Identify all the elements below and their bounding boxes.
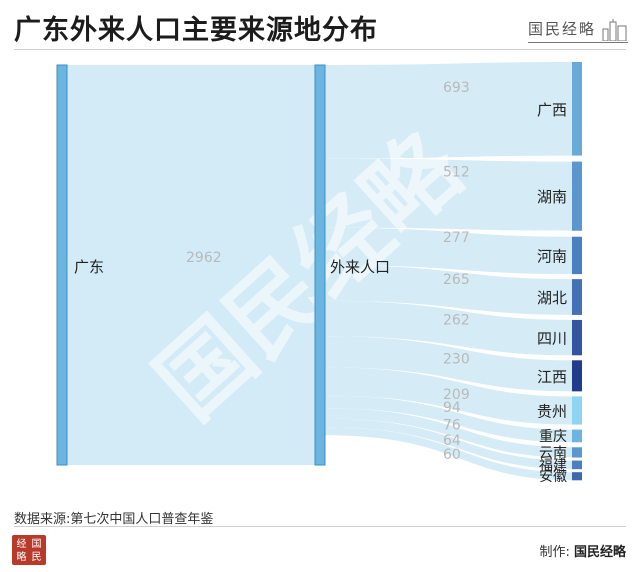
node-label: 四川 (537, 330, 567, 348)
brand-text: 国民经略 (528, 20, 597, 38)
node-layer (56, 62, 582, 481)
logo-char: 国 (31, 539, 42, 550)
node-bar-target (572, 396, 582, 425)
flow-band (325, 427, 572, 481)
logo-char: 民 (31, 552, 42, 563)
node-bar-target (572, 236, 582, 275)
node-label: 安徽 (539, 469, 567, 485)
credit-name: 国民经略 (573, 545, 626, 560)
link-value-label: 230 (443, 352, 470, 368)
node-label: 广西 (537, 101, 567, 119)
header-divider (14, 49, 626, 50)
page-title: 广东外来人口主要来源地分布 (14, 15, 378, 46)
logo-char: 经 (16, 539, 27, 550)
link-value-label: 60 (443, 447, 461, 463)
flow-band (325, 408, 572, 458)
flow-band (325, 395, 572, 443)
link-value-label: 94 (443, 400, 461, 416)
node-label: 湖南 (537, 188, 567, 206)
node-bar-target (572, 319, 582, 356)
node-label: 广东 (74, 258, 104, 276)
city-skyline-icon (602, 19, 627, 41)
link-layer (67, 62, 572, 481)
node-bar-target (572, 360, 582, 392)
flow-band (325, 418, 572, 470)
node-bar-total (314, 64, 326, 466)
logo-char: 略 (16, 552, 27, 563)
link-value-label: 693 (443, 80, 470, 96)
link-value-label: 262 (443, 313, 470, 329)
link-value-label: 64 (443, 433, 461, 449)
node-label: 江西 (537, 368, 567, 386)
footer-divider (14, 526, 626, 527)
link-value-label: 277 (443, 230, 470, 246)
flow-band (325, 62, 572, 159)
node-label: 云南 (539, 445, 567, 461)
flow-band (325, 265, 572, 315)
node-label: 湖北 (537, 289, 567, 307)
node-label: 河南 (537, 247, 567, 265)
flow-source-to-total (67, 65, 315, 465)
flow-band (325, 227, 572, 275)
brand-mark: 国民经略 (528, 16, 628, 43)
node-label: 重庆 (539, 429, 567, 445)
link-value-label: 209 (443, 387, 470, 403)
node-bar-target (572, 460, 582, 470)
flow-band (325, 367, 572, 425)
credit-label: 制作: (539, 545, 570, 560)
link-value-label: 512 (443, 164, 470, 180)
flow-band (325, 158, 572, 231)
node-label: 外来人口 (330, 258, 390, 276)
link-value-label: 76 (443, 417, 461, 433)
brand-logo: 经 国 略 民 (12, 535, 46, 565)
node-bar-target (572, 161, 582, 231)
node-bar-target (572, 447, 582, 458)
node-bar-target (572, 62, 582, 156)
link-value-label: 265 (443, 272, 470, 288)
node-label: 贵州 (537, 402, 567, 420)
label-layer: 广东 外来人口 2962 广西 693 湖南 512 河南 277 湖北 265 四川 262 江西 230… (74, 80, 567, 485)
link-value-label: 2962 (186, 250, 222, 266)
flow-band (325, 300, 572, 356)
node-bar-target (572, 279, 582, 315)
node-bar-target (572, 472, 582, 481)
node-bar-target (572, 429, 582, 443)
node-bar-source (56, 64, 68, 466)
data-source-note: 数据来源:第七次中国人口普查年鉴 (14, 512, 214, 527)
credit-line: 制作: 国民经略 (539, 541, 626, 560)
flow-band (325, 336, 572, 392)
node-label: 福建 (539, 458, 567, 474)
